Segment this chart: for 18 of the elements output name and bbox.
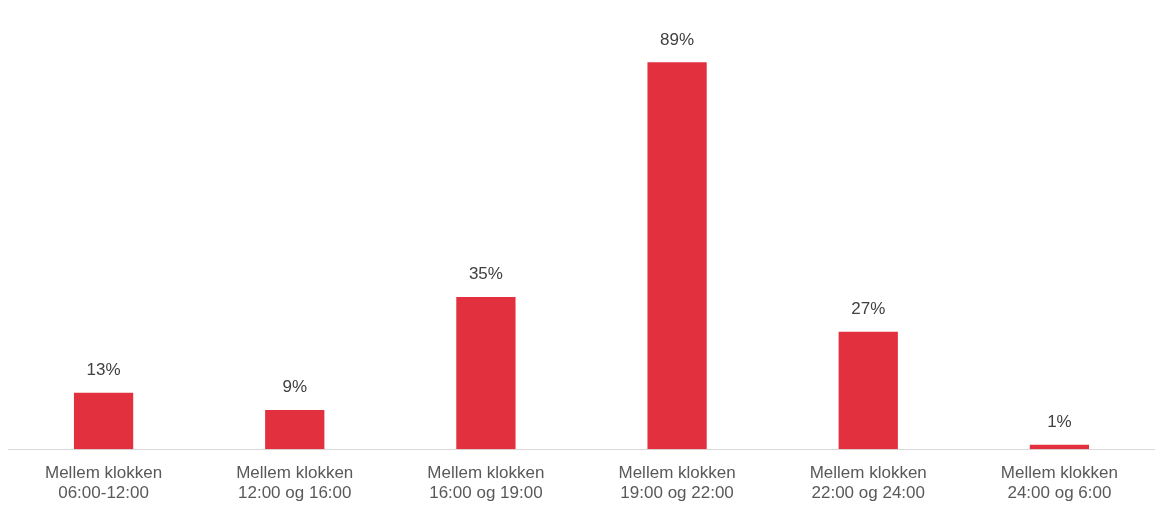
data-label: 13% xyxy=(86,359,121,379)
bar xyxy=(73,392,134,450)
bar xyxy=(1029,444,1090,450)
x-tick-label: Mellem klokken 06:00-12:00 xyxy=(45,463,163,503)
bar xyxy=(647,62,707,450)
data-label: 27% xyxy=(851,299,886,319)
x-tick-label: Mellem klokken 22:00 og 24:00 xyxy=(809,463,927,503)
data-label: 9% xyxy=(282,377,308,397)
x-tick-label: Mellem klokken 24:00 og 6:00 xyxy=(1000,463,1118,503)
bar xyxy=(265,410,325,450)
bar xyxy=(838,331,898,450)
x-tick-label: Mellem klokken 12:00 og 16:00 xyxy=(236,463,354,503)
x-tick-label: Mellem klokken 16:00 og 19:00 xyxy=(427,463,545,503)
data-label: 89% xyxy=(660,29,695,49)
x-tick-label: Mellem klokken 19:00 og 22:00 xyxy=(618,463,736,503)
data-label: 35% xyxy=(468,264,503,284)
bar xyxy=(456,297,516,450)
data-label: 1% xyxy=(1047,412,1072,432)
